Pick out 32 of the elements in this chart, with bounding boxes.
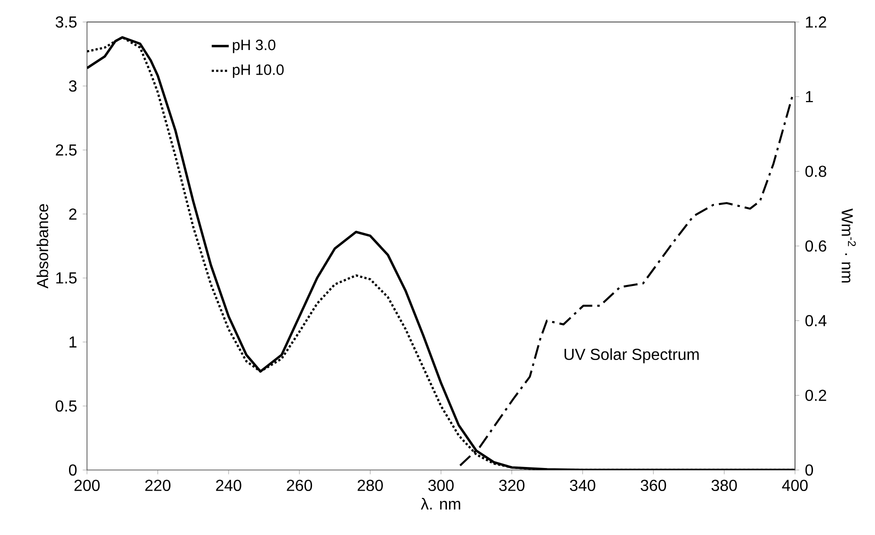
y2-axis-title: Wm$^{-2}$ · nm <box>842 208 856 282</box>
x-tick-label: 340 <box>570 480 596 492</box>
y-tick-label: 0 <box>68 464 77 476</box>
x-tick-label: 280 <box>358 480 383 492</box>
x-tick-label: 320 <box>499 480 524 492</box>
x-tick-label: 380 <box>712 480 737 492</box>
y-tick-label: 3 <box>68 80 77 92</box>
x-tick-label: 400 <box>782 480 808 492</box>
y2-tick-label: 0 <box>805 464 814 476</box>
x-tick-label: 240 <box>216 480 242 492</box>
y-axis-title: Absorbance <box>36 204 48 289</box>
x-tick-label: 360 <box>640 480 666 492</box>
y2-tick-label: 0.8 <box>805 166 826 177</box>
y-tick-label: 1 <box>70 336 76 348</box>
y2-tick-label: 1 <box>806 91 813 102</box>
x-axis-title: λ. nm <box>420 498 460 510</box>
y2-tick-label: 0.4 <box>805 315 826 326</box>
y-tick-label: 2 <box>69 208 76 220</box>
y2-tick-label: 0.6 <box>805 240 826 252</box>
y-tick-label: 2.5 <box>56 144 77 156</box>
y-tick-label: 0.5 <box>56 400 77 412</box>
x-tick-label: 300 <box>428 480 454 492</box>
x-tick-label: 260 <box>286 480 312 492</box>
x-tick-label: 200 <box>74 480 100 492</box>
y-tick-label: 3.5 <box>56 16 77 28</box>
series-label: UV Solar Spectrum <box>564 348 699 364</box>
y2-tick-label: 1.2 <box>806 16 826 28</box>
y2-tick-label: 0.2 <box>805 390 826 401</box>
y-tick-label: 1.5 <box>56 272 77 284</box>
x-tick-label: 220 <box>145 480 170 492</box>
legend-label: pH 10.0 <box>232 64 284 78</box>
legend-label: pH 3.0 <box>232 40 276 54</box>
